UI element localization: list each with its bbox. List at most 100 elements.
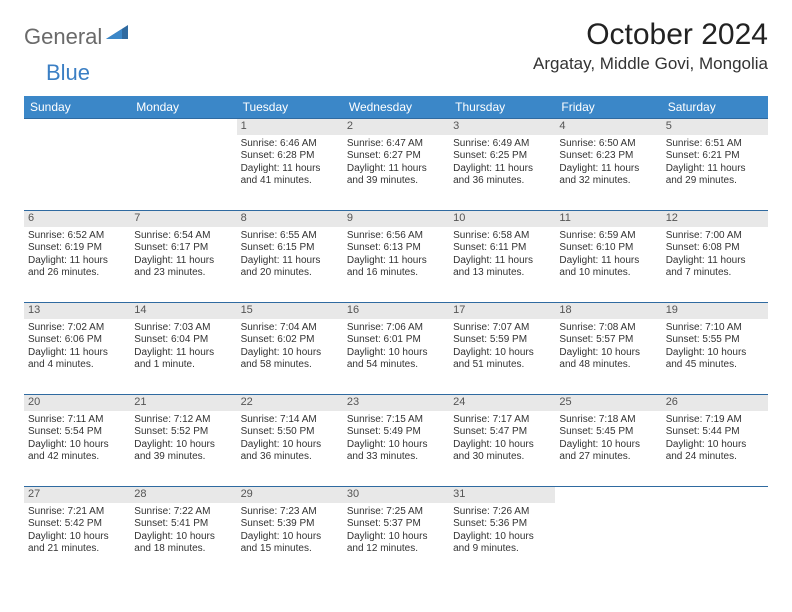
empty-cell: . xyxy=(24,119,130,211)
day-number: 23 xyxy=(343,395,449,411)
daylight-line: Daylight: 10 hours and 27 minutes. xyxy=(559,439,657,464)
day-cell: 15Sunrise: 7:04 AMSunset: 6:02 PMDayligh… xyxy=(237,303,343,395)
sunset-line: Sunset: 6:15 PM xyxy=(241,242,339,255)
sunset-line: Sunset: 5:57 PM xyxy=(559,334,657,347)
day-cell: 13Sunrise: 7:02 AMSunset: 6:06 PMDayligh… xyxy=(24,303,130,395)
daylight-line: Daylight: 11 hours and 41 minutes. xyxy=(241,163,339,188)
day-number: 16 xyxy=(343,303,449,319)
daylight-line: Daylight: 10 hours and 54 minutes. xyxy=(347,347,445,372)
sunrise-line: Sunrise: 7:03 AM xyxy=(134,322,232,335)
day-cell: 18Sunrise: 7:08 AMSunset: 5:57 PMDayligh… xyxy=(555,303,661,395)
daylight-line: Daylight: 10 hours and 21 minutes. xyxy=(28,531,126,556)
daylight-line: Daylight: 11 hours and 23 minutes. xyxy=(134,255,232,280)
daylight-line: Daylight: 10 hours and 30 minutes. xyxy=(453,439,551,464)
sunset-line: Sunset: 6:19 PM xyxy=(28,242,126,255)
daylight-line: Daylight: 10 hours and 33 minutes. xyxy=(347,439,445,464)
sunrise-line: Sunrise: 7:14 AM xyxy=(241,414,339,427)
day-number: 9 xyxy=(343,211,449,227)
sunset-line: Sunset: 5:36 PM xyxy=(453,518,551,531)
day-cell: 12Sunrise: 7:00 AMSunset: 6:08 PMDayligh… xyxy=(662,211,768,303)
sunrise-line: Sunrise: 6:52 AM xyxy=(28,230,126,243)
sunset-line: Sunset: 5:59 PM xyxy=(453,334,551,347)
calendar-row: 13 Sunrise: 7:02 AMSunset: 6:06 PM Dayligh… xyxy=(24,303,768,395)
weekday-header: Sunday xyxy=(24,96,130,119)
daylight-line: Daylight: 11 hours and 39 minutes. xyxy=(347,163,445,188)
sunset-line: Sunset: 5:49 PM xyxy=(347,426,445,439)
day-number: 3 xyxy=(449,119,555,135)
sunset-line: Sunset: 5:39 PM xyxy=(241,518,339,531)
empty-cell: . xyxy=(555,487,661,579)
day-cell: 6Sunrise: 6:52 AMSunset: 6:19 PMDaylight… xyxy=(24,211,130,303)
daylight-line: Daylight: 11 hours and 36 minutes. xyxy=(453,163,551,188)
sunset-line: Sunset: 5:37 PM xyxy=(347,518,445,531)
sunset-line: Sunset: 6:28 PM xyxy=(241,150,339,163)
sunrise-line: Sunrise: 7:15 AM xyxy=(347,414,445,427)
day-cell: 14Sunrise: 7:03 AMSunset: 6:04 PMDayligh… xyxy=(130,303,236,395)
day-number: 13 xyxy=(24,303,130,319)
day-cell: 25Sunrise: 7:18 AMSunset: 5:45 PMDayligh… xyxy=(555,395,661,487)
sunset-line: Sunset: 5:54 PM xyxy=(28,426,126,439)
day-cell: 30Sunrise: 7:25 AMSunset: 5:37 PMDayligh… xyxy=(343,487,449,579)
day-cell: 1 Sunrise: 6:46 AMSunset: 6:28 PMDaylight… xyxy=(237,119,343,211)
day-cell: 23 Sunrise: 7:15 AMSunset: 5:49 PMDayligh… xyxy=(343,395,449,487)
day-number: 5 xyxy=(662,119,768,135)
sunrise-line: Sunrise: 6:51 AM xyxy=(666,138,764,151)
weekday-header: Friday xyxy=(555,96,661,119)
sunrise-line: Sunrise: 7:04 AM xyxy=(241,322,339,335)
sunrise-line: Sunrise: 6:47 AM xyxy=(347,138,445,151)
sunset-line: Sunset: 6:01 PM xyxy=(347,334,445,347)
sunrise-line: Sunrise: 6:46 AM xyxy=(241,138,339,151)
sunrise-line: Sunrise: 7:11 AM xyxy=(28,414,126,427)
day-cell: 3 Sunrise: 6:49 AMSunset: 6:25 PMDaylight… xyxy=(449,119,555,211)
sunrise-line: Sunrise: 6:54 AM xyxy=(134,230,232,243)
calendar-body: ..1Sunrise: 6:46 AMSunset: 6:28 PMDaylig… xyxy=(24,119,768,579)
sunset-line: Sunset: 5:52 PM xyxy=(134,426,232,439)
day-number: 7 xyxy=(130,211,236,227)
daylight-line: Daylight: 11 hours and 1 minute. xyxy=(134,347,232,372)
sunrise-line: Sunrise: 6:58 AM xyxy=(453,230,551,243)
daylight-line: Daylight: 11 hours and 16 minutes. xyxy=(347,255,445,280)
sunset-line: Sunset: 5:55 PM xyxy=(666,334,764,347)
daylight-line: Daylight: 11 hours and 7 minutes. xyxy=(666,255,764,280)
weekday-header-row: SundayMondayTuesdayWednesdayThursdayFrid… xyxy=(24,96,768,119)
daylight-line: Daylight: 10 hours and 15 minutes. xyxy=(241,531,339,556)
day-cell: 24Sunrise: 7:17 AMSunset: 5:47 PMDayligh… xyxy=(449,395,555,487)
daylight-line: Daylight: 10 hours and 45 minutes. xyxy=(666,347,764,372)
calendar-row: ..1Sunrise: 6:46 AMSunset: 6:28 PMDaylig… xyxy=(24,119,768,211)
day-cell: 26Sunrise: 7:19 AMSunset: 5:44 PMDayligh… xyxy=(662,395,768,487)
sunrise-line: Sunrise: 6:50 AM xyxy=(559,138,657,151)
day-number: 11 xyxy=(555,211,661,227)
day-cell: 16Sunrise: 7:06 AMSunset: 6:01 PMDayligh… xyxy=(343,303,449,395)
day-number: 1 xyxy=(237,119,343,135)
day-number: 25 xyxy=(555,395,661,411)
sunrise-line: Sunrise: 7:02 AM xyxy=(28,322,126,335)
calendar-row: 20Sunrise: 7:11 AMSunset: 5:54 PMDayligh… xyxy=(24,395,768,487)
sunset-line: Sunset: 6:11 PM xyxy=(453,242,551,255)
day-number: 21 xyxy=(130,395,236,411)
daylight-line: Daylight: 10 hours and 42 minutes. xyxy=(28,439,126,464)
daylight-line: Daylight: 10 hours and 48 minutes. xyxy=(559,347,657,372)
sunset-line: Sunset: 6:27 PM xyxy=(347,150,445,163)
daylight-line: Daylight: 10 hours and 36 minutes. xyxy=(241,439,339,464)
day-cell: 8Sunrise: 6:55 AMSunset: 6:15 PMDaylight… xyxy=(237,211,343,303)
sunset-line: Sunset: 6:21 PM xyxy=(666,150,764,163)
brand-logo: General xyxy=(24,24,130,50)
daylight-line: Daylight: 10 hours and 18 minutes. xyxy=(134,531,232,556)
day-number: 29 xyxy=(237,487,343,503)
sunset-line: Sunset: 5:45 PM xyxy=(559,426,657,439)
sunrise-line: Sunrise: 7:07 AM xyxy=(453,322,551,335)
sunset-line: Sunset: 6:25 PM xyxy=(453,150,551,163)
month-title: October 2024 xyxy=(533,18,768,52)
day-cell: 5Sunrise: 6:51 AMSunset: 6:21 PMDaylight… xyxy=(662,119,768,211)
sunrise-line: Sunrise: 6:49 AM xyxy=(453,138,551,151)
sunrise-line: Sunrise: 7:10 AM xyxy=(666,322,764,335)
sunset-line: Sunset: 6:17 PM xyxy=(134,242,232,255)
day-number: 22 xyxy=(237,395,343,411)
day-cell: 27Sunrise: 7:21 AMSunset: 5:42 PMDayligh… xyxy=(24,487,130,579)
brand-triangle-icon xyxy=(106,23,128,46)
sunrise-line: Sunrise: 7:08 AM xyxy=(559,322,657,335)
calendar-table: SundayMondayTuesdayWednesdayThursdayFrid… xyxy=(24,96,768,579)
sunset-line: Sunset: 5:44 PM xyxy=(666,426,764,439)
sunrise-line: Sunrise: 6:59 AM xyxy=(559,230,657,243)
sunset-line: Sunset: 6:06 PM xyxy=(28,334,126,347)
